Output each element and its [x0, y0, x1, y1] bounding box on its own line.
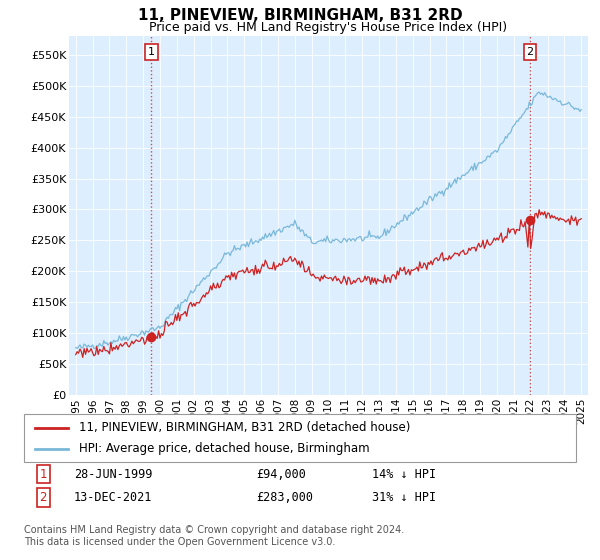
Text: 31% ↓ HPI: 31% ↓ HPI	[372, 491, 436, 504]
Text: 1: 1	[148, 47, 155, 57]
Title: Price paid vs. HM Land Registry's House Price Index (HPI): Price paid vs. HM Land Registry's House …	[149, 21, 508, 34]
Text: 13-DEC-2021: 13-DEC-2021	[74, 491, 152, 504]
FancyBboxPatch shape	[24, 414, 576, 462]
Text: 1: 1	[40, 468, 47, 480]
Text: 11, PINEVIEW, BIRMINGHAM, B31 2RD: 11, PINEVIEW, BIRMINGHAM, B31 2RD	[137, 8, 463, 24]
Text: 28-JUN-1999: 28-JUN-1999	[74, 468, 152, 480]
Text: 11, PINEVIEW, BIRMINGHAM, B31 2RD (detached house): 11, PINEVIEW, BIRMINGHAM, B31 2RD (detac…	[79, 421, 410, 434]
Text: HPI: Average price, detached house, Birmingham: HPI: Average price, detached house, Birm…	[79, 442, 370, 455]
Text: 14% ↓ HPI: 14% ↓ HPI	[372, 468, 436, 480]
Text: 2: 2	[526, 47, 533, 57]
Text: £94,000: £94,000	[256, 468, 306, 480]
Text: £283,000: £283,000	[256, 491, 313, 504]
Text: 2: 2	[40, 491, 47, 504]
Text: Contains HM Land Registry data © Crown copyright and database right 2024.
This d: Contains HM Land Registry data © Crown c…	[24, 525, 404, 547]
